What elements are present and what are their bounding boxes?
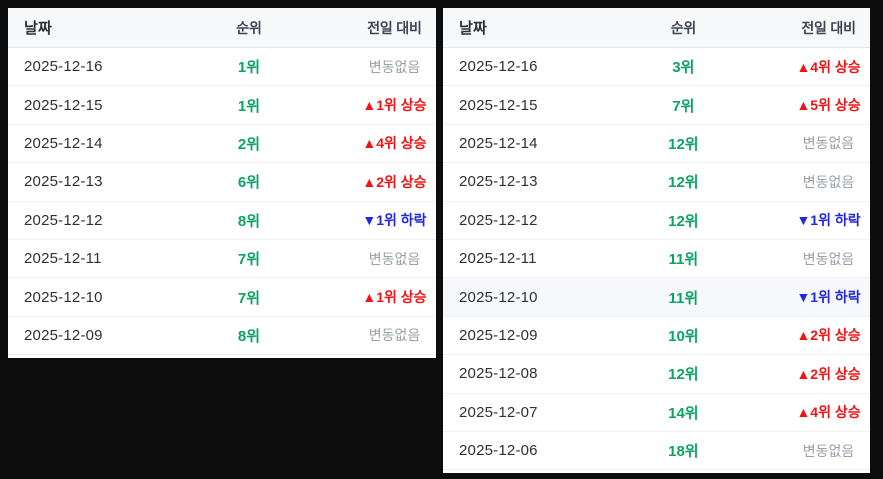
change-up-cell: ▲4위 상승 [796, 404, 861, 421]
date-cell: 2025-12-14 [24, 134, 103, 152]
date-cell: 2025-12-11 [459, 250, 537, 268]
change-up-cell: ▲2위 상승 [796, 365, 861, 382]
table-row: 2025-12-13 12위 변동없음 [443, 163, 870, 202]
rank-history-table-left: 날짜 순위 전일 대비 2025-12-16 1위 변동없음 2025-12-15 1위… [8, 8, 436, 359]
date-cell: 2025-12-09 [459, 326, 538, 344]
change-none-cell: 변동없음 [368, 250, 421, 267]
rank-cell: 12위 [668, 366, 699, 384]
rank-cell: 12위 [668, 174, 699, 192]
change-up-cell: ▲1위 상승 [362, 289, 427, 306]
table-row: 2025-12-14 2위 ▲4위 상승 [8, 124, 436, 164]
table-row: 2025-12-09 10위 ▲2위 상승 [443, 316, 870, 356]
rank-cell: 8위 [237, 327, 261, 345]
column-header-change: 전일 대비 [801, 19, 856, 36]
rank-cell: 18위 [668, 443, 699, 461]
table-header-row: 날짜 순위 전일 대비 [443, 8, 870, 48]
date-cell: 2025-12-14 [459, 134, 538, 152]
date-cell: 2025-12-15 [24, 96, 103, 114]
change-up-cell: ▲2위 상승 [796, 327, 861, 344]
change-none-cell: 변동없음 [802, 250, 855, 267]
table-row: 2025-12-13 6위 ▲2위 상승 [8, 163, 436, 202]
rank-cell: 1위 [237, 59, 261, 77]
column-header-rank: 순위 [670, 19, 697, 36]
column-header-change: 전일 대비 [367, 19, 422, 36]
change-none-cell: 변동없음 [368, 58, 421, 75]
table-row: 2025-12-07 14위 ▲4위 상승 [443, 393, 870, 432]
change-up-cell: ▲1위 상승 [362, 97, 427, 114]
table-row: 2025-12-16 1위 변동없음 [8, 48, 436, 87]
rank-cell: 11위 [668, 251, 699, 269]
date-cell: 2025-12-16 [24, 58, 103, 76]
rank-cell: 3위 [672, 59, 695, 77]
table-row: 2025-12-15 1위 ▲1위 상승 [8, 86, 436, 125]
date-cell: 2025-12-13 [24, 173, 103, 191]
change-none-cell: 변동없음 [802, 442, 855, 459]
rank-cell: 11위 [668, 289, 699, 307]
rank-cell: 12위 [668, 135, 699, 153]
rank-cell: 12위 [668, 212, 699, 230]
table-row: 2025-12-09 8위 변동없음 [8, 316, 436, 356]
date-cell: 2025-12-15 [459, 96, 538, 114]
table-row: 2025-12-06 18위 변동없음 [443, 431, 870, 471]
table-row: 2025-12-14 12위 변동없음 [443, 124, 870, 164]
column-header-rank: 순위 [236, 19, 262, 36]
change-up-cell: ▲5위 상승 [796, 97, 861, 114]
column-header-date: 날짜 [24, 20, 53, 37]
rank-cell: 6위 [237, 174, 261, 192]
table-row: 2025-12-11 7위 변동없음 [8, 239, 436, 279]
table-row: 2025-12-12 12위 ▼1위 하락 [443, 201, 870, 240]
table-body: 2025-12-16 3위 ▲4위 상승 2025-12-15 7위 ▲5위 상승 2025… [443, 48, 870, 471]
table-row: 2025-12-11 11위 변동없음 [443, 239, 870, 279]
change-none-cell: 변동없음 [368, 327, 421, 344]
table-row: 2025-12-16 3위 ▲4위 상승 [443, 48, 870, 87]
table-body: 2025-12-16 1위 변동없음 2025-12-15 1위 ▲1위 상승 2025-1… [8, 48, 436, 356]
rank-cell: 14위 [668, 404, 699, 422]
rank-cell: 8위 [237, 212, 261, 230]
date-cell: 2025-12-08 [459, 365, 538, 383]
rank-cell: 10위 [668, 327, 699, 345]
rank-cell: 1위 [237, 97, 261, 115]
date-cell: 2025-12-16 [459, 58, 538, 76]
date-cell: 2025-12-13 [459, 173, 538, 191]
table-row: 2025-12-10 11위 ▼1위 하락 [443, 278, 870, 317]
change-down-cell: ▼1위 하락 [796, 212, 861, 229]
change-up-cell: ▲2위 상승 [362, 173, 427, 190]
change-up-cell: ▲4위 상승 [362, 135, 427, 152]
date-cell: 2025-12-12 [459, 211, 538, 229]
table-row: 2025-12-10 7위 ▲1위 상승 [8, 278, 436, 317]
date-cell: 2025-12-12 [24, 211, 103, 229]
date-cell: 2025-12-09 [24, 326, 103, 344]
rank-cell: 7위 [237, 289, 261, 307]
change-down-cell: ▼1위 하락 [796, 289, 861, 306]
date-cell: 2025-12-07 [459, 403, 538, 421]
date-cell: 2025-12-11 [24, 250, 102, 268]
change-up-cell: ▲4위 상승 [796, 58, 861, 75]
change-none-cell: 변동없음 [802, 135, 855, 152]
rank-history-table-right: 날짜 순위 전일 대비 2025-12-16 3위 ▲4위 상승 2025-12-15… [443, 8, 870, 474]
rank-cell: 7위 [672, 97, 695, 115]
change-down-cell: ▼1위 하락 [362, 212, 427, 229]
table-header-row: 날짜 순위 전일 대비 [8, 8, 436, 48]
table-row: 2025-12-08 12위 ▲2위 상승 [443, 355, 870, 394]
column-header-date: 날짜 [459, 20, 488, 37]
date-cell: 2025-12-06 [459, 442, 538, 460]
date-cell: 2025-12-10 [459, 288, 538, 306]
rank-cell: 7위 [237, 251, 261, 269]
rank-cell: 2위 [237, 135, 261, 153]
table-row: 2025-12-12 8위 ▼1위 하락 [8, 201, 436, 240]
date-cell: 2025-12-10 [24, 288, 103, 306]
change-none-cell: 변동없음 [802, 173, 855, 190]
table-row: 2025-12-15 7위 ▲5위 상승 [443, 86, 870, 125]
